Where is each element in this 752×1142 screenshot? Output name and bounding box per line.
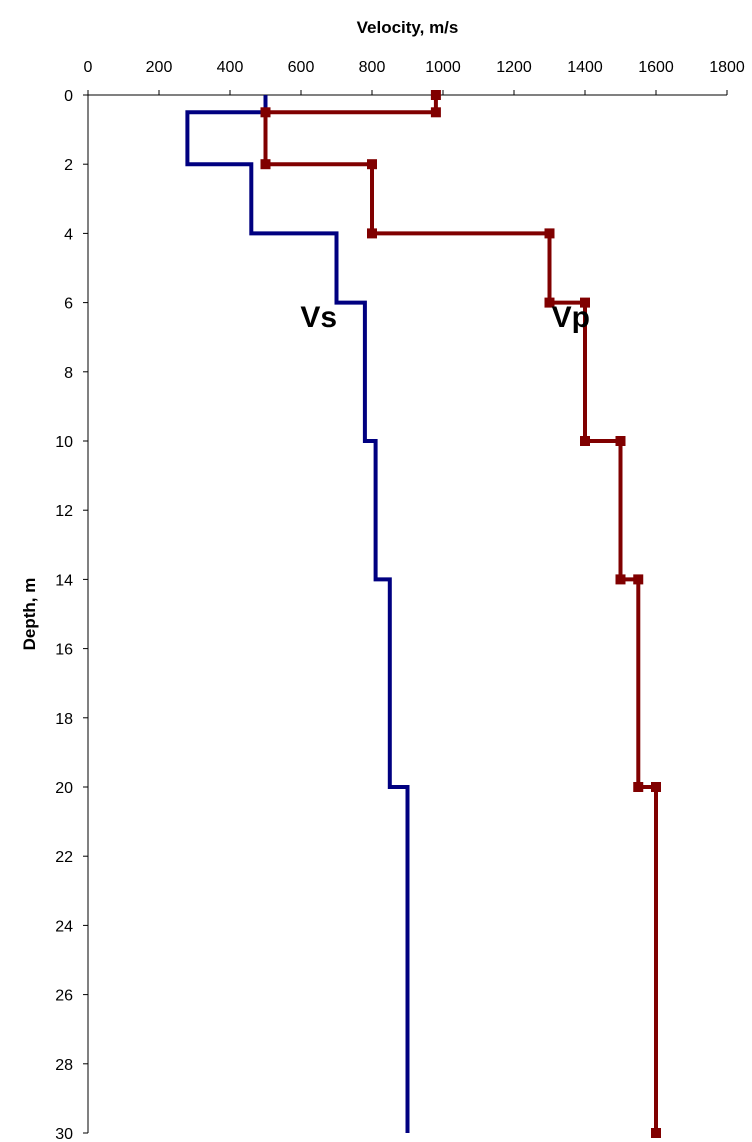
x-tick-label: 800 [359, 59, 386, 76]
data-point-vp [260, 159, 271, 170]
series-vs [185, 95, 410, 1133]
x-axis-ticks: 0 200 400 600 800 1000 1200 1400 1600 1800 [84, 59, 745, 95]
plot-frame [87, 94, 727, 1133]
data-point-vp [615, 436, 626, 446]
x-tick-label: 0 [84, 59, 93, 76]
y-tick-label: 14 [55, 572, 73, 589]
data-point-vp [615, 574, 626, 585]
data-point-vp [633, 574, 644, 585]
series-vp [260, 90, 661, 1138]
series-label-vs: Vs [300, 301, 337, 334]
y-tick-label: 18 [55, 711, 73, 728]
data-point-vp [633, 782, 644, 792]
y-tick-label: 20 [55, 780, 73, 797]
y-tick-label: 0 [64, 88, 73, 105]
x-tick-label: 1200 [496, 59, 532, 76]
data-point-vp [651, 782, 661, 792]
x-tick-label: 1000 [425, 59, 461, 76]
series-label-vp: Vp [552, 301, 590, 334]
series-line-vs [185, 95, 410, 1133]
data-point-vp [260, 107, 271, 118]
x-tick-label: 200 [146, 59, 173, 76]
x-tick-label: 1400 [567, 59, 603, 76]
y-tick-label: 8 [64, 365, 73, 382]
data-point-vp [544, 297, 555, 308]
x-tick-label: 600 [288, 59, 315, 76]
x-tick-label: 400 [217, 59, 244, 76]
data-point-vp [367, 159, 377, 170]
y-tick-label: 12 [55, 503, 73, 520]
data-point-vp [544, 228, 555, 239]
y-tick-label: 26 [55, 988, 73, 1005]
y-tick-label: 6 [64, 296, 73, 313]
data-point-vp [367, 228, 377, 239]
data-point-vp [430, 107, 441, 118]
annotation-layer: Vs Vp [300, 301, 590, 334]
y-tick-label: 16 [55, 642, 73, 659]
y-tick-label: 28 [55, 1057, 73, 1074]
y-tick-label: 2 [64, 157, 73, 174]
y-tick-label: 24 [55, 918, 73, 935]
y-tick-label: 10 [55, 434, 73, 451]
data-point-vp [651, 1128, 661, 1138]
data-point-vp [580, 297, 590, 308]
series-layer [185, 90, 661, 1138]
x-tick-label: 1600 [638, 59, 674, 76]
x-tick-label: 1800 [709, 59, 745, 76]
y-axis-title: Depth, m [20, 578, 39, 651]
y-tick-label: 4 [64, 226, 73, 243]
series-line-vp [263, 95, 658, 1133]
y-tick-label: 30 [55, 1126, 73, 1142]
x-axis-title: Velocity, m/s [357, 18, 459, 37]
y-tick-label: 22 [55, 849, 73, 866]
data-point-vp [430, 90, 441, 100]
data-point-vp [580, 436, 590, 446]
